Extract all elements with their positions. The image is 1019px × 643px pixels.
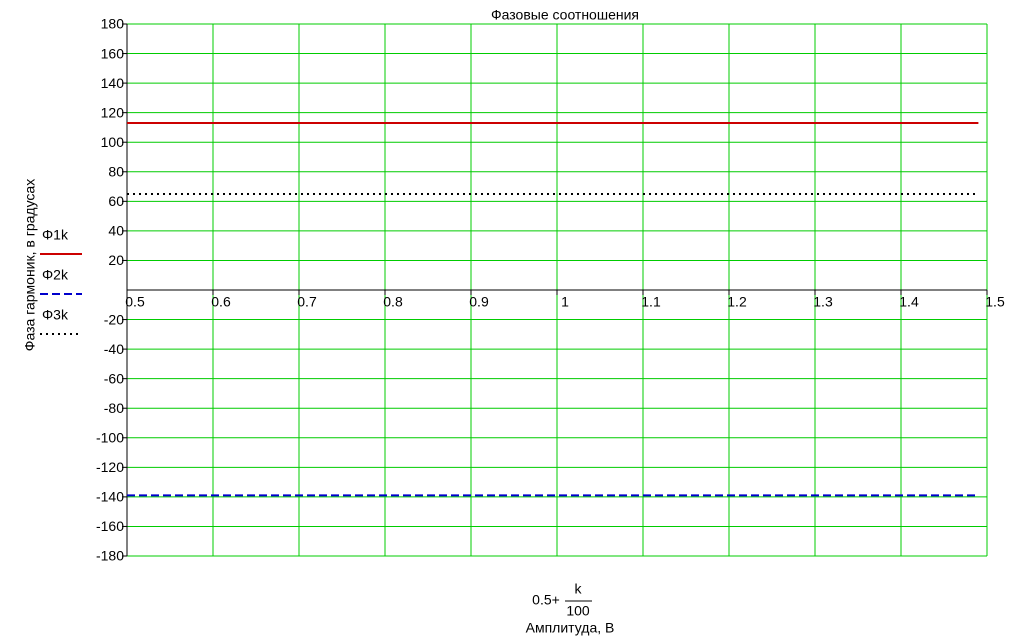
x-tick-label: 0.9 — [469, 294, 489, 310]
y-tick-label: 160 — [101, 45, 125, 61]
x-tick-label: 0.8 — [383, 294, 403, 310]
y-tick-label: 60 — [108, 193, 124, 209]
x-tick-label: 1.4 — [899, 294, 919, 310]
x-label-numerator: k — [575, 581, 583, 597]
y-axis-label: Фаза гармоник, в градусах — [22, 179, 38, 351]
y-tick-label: 80 — [108, 163, 124, 179]
x-tick-label: 0.5 — [125, 294, 145, 310]
x-tick-label: 1 — [561, 294, 569, 310]
y-tick-label: 180 — [101, 16, 125, 32]
x-label-denominator: 100 — [566, 603, 590, 619]
legend-label: Φ1k — [42, 227, 69, 243]
legend-label: Φ3k — [42, 307, 69, 323]
x-tick-label: 1.2 — [727, 294, 747, 310]
x-tick-label: 1.3 — [813, 294, 833, 310]
y-tick-label: 20 — [108, 252, 124, 268]
y-tick-label: -100 — [96, 429, 124, 445]
x-tick-label: 1.5 — [985, 294, 1005, 310]
y-tick-label: -40 — [104, 341, 124, 357]
y-tick-label: -60 — [104, 370, 124, 386]
legend-label: Φ2k — [42, 267, 69, 283]
y-tick-label: 40 — [108, 223, 124, 239]
x-tick-label: 0.7 — [297, 294, 317, 310]
y-tick-label: 140 — [101, 75, 125, 91]
x-tick-label: 0.6 — [211, 294, 231, 310]
y-tick-label: -20 — [104, 311, 124, 327]
y-tick-label: 120 — [101, 104, 125, 120]
y-tick-label: -140 — [96, 489, 124, 505]
y-tick-label: 100 — [101, 134, 125, 150]
y-tick-label: -180 — [96, 548, 124, 564]
y-tick-label: -120 — [96, 459, 124, 475]
y-tick-label: -160 — [96, 518, 124, 534]
x-tick-label: 1.1 — [641, 294, 661, 310]
x-axis-label: Амплитуда, В — [526, 620, 615, 636]
y-tick-label: -80 — [104, 400, 124, 416]
x-label-prefix: 0.5+ — [532, 592, 560, 608]
chart-title: Фазовые соотношения — [491, 7, 639, 23]
